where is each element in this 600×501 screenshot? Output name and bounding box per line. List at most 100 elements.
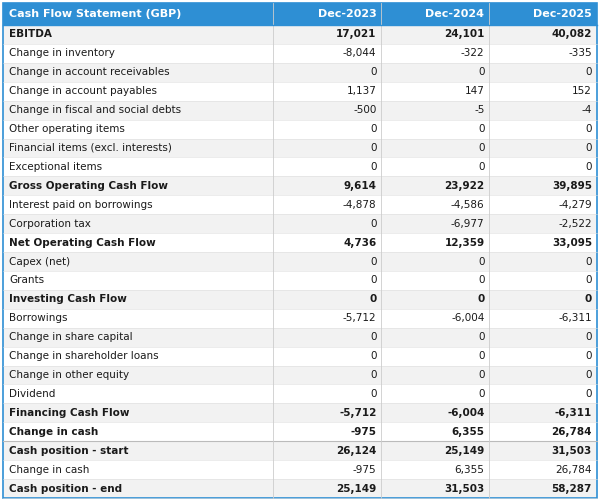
Text: -5,712: -5,712 [343, 313, 376, 323]
Text: 0: 0 [369, 295, 376, 304]
Text: 147: 147 [464, 86, 484, 96]
Text: 0: 0 [370, 276, 376, 286]
Text: Change in shareholder loans: Change in shareholder loans [9, 351, 158, 361]
Text: -6,311: -6,311 [555, 408, 592, 418]
Text: Gross Operating Cash Flow: Gross Operating Cash Flow [9, 181, 168, 191]
Text: Change in cash: Change in cash [9, 464, 89, 474]
Text: Investing Cash Flow: Investing Cash Flow [9, 295, 127, 304]
Text: Other operating items: Other operating items [9, 124, 125, 134]
Text: Exceptional items: Exceptional items [9, 162, 102, 172]
Text: -4,279: -4,279 [559, 200, 592, 210]
Text: Interest paid on borrowings: Interest paid on borrowings [9, 200, 152, 210]
Text: Change in inventory: Change in inventory [9, 49, 115, 59]
Text: 31,503: 31,503 [444, 483, 484, 493]
Text: 39,895: 39,895 [552, 181, 592, 191]
Bar [3, 252, 597, 271]
Text: EBITDA: EBITDA [9, 30, 52, 40]
Text: Change in other equity: Change in other equity [9, 370, 129, 380]
Text: 58,287: 58,287 [551, 483, 592, 493]
Bar [3, 479, 597, 498]
Text: -6,004: -6,004 [447, 408, 484, 418]
Text: Change in account receivables: Change in account receivables [9, 67, 170, 77]
Text: -2,522: -2,522 [559, 218, 592, 228]
Text: -6,311: -6,311 [559, 313, 592, 323]
Text: 6,355: 6,355 [455, 464, 484, 474]
Text: Cash position - end: Cash position - end [9, 483, 122, 493]
Bar [3, 120, 597, 138]
Text: 0: 0 [586, 162, 592, 172]
Bar [3, 271, 597, 290]
Text: 26,784: 26,784 [556, 464, 592, 474]
Text: -5,712: -5,712 [339, 408, 376, 418]
Text: -975: -975 [353, 464, 376, 474]
Text: 0: 0 [370, 67, 376, 77]
Text: 0: 0 [586, 143, 592, 153]
Text: 26,124: 26,124 [336, 446, 376, 456]
Bar [3, 422, 597, 441]
Text: 0: 0 [370, 143, 376, 153]
Text: 0: 0 [370, 332, 376, 342]
Text: 0: 0 [586, 67, 592, 77]
Text: 6,355: 6,355 [451, 427, 484, 437]
Text: 0: 0 [478, 276, 484, 286]
Text: Financing Cash Flow: Financing Cash Flow [9, 408, 130, 418]
Bar [3, 441, 597, 460]
Bar [3, 403, 597, 422]
Text: 0: 0 [586, 257, 592, 267]
Text: -335: -335 [568, 49, 592, 59]
Text: 0: 0 [478, 332, 484, 342]
Text: Dec-2024: Dec-2024 [425, 9, 484, 19]
Text: 33,095: 33,095 [552, 237, 592, 247]
Bar [3, 44, 597, 63]
Text: -8,044: -8,044 [343, 49, 376, 59]
Text: 24,101: 24,101 [444, 30, 484, 40]
Bar [3, 347, 597, 366]
Bar [3, 214, 597, 233]
Text: Change in account payables: Change in account payables [9, 86, 157, 96]
Text: 0: 0 [370, 370, 376, 380]
Bar [3, 460, 597, 479]
Text: 0: 0 [478, 143, 484, 153]
Text: 9,614: 9,614 [343, 181, 376, 191]
Text: 0: 0 [586, 124, 592, 134]
Text: Capex (net): Capex (net) [9, 257, 70, 267]
Text: 0: 0 [585, 295, 592, 304]
Text: 0: 0 [478, 162, 484, 172]
Text: 17,021: 17,021 [336, 30, 376, 40]
Text: 12,359: 12,359 [445, 237, 484, 247]
Text: 0: 0 [370, 162, 376, 172]
Text: 0: 0 [478, 351, 484, 361]
Bar [3, 309, 597, 328]
Text: 0: 0 [478, 257, 484, 267]
Text: 0: 0 [477, 295, 484, 304]
Bar [3, 63, 597, 82]
Bar [3, 384, 597, 403]
Text: Change in share capital: Change in share capital [9, 332, 133, 342]
Text: 0: 0 [478, 124, 484, 134]
Bar [3, 25, 597, 44]
Text: 0: 0 [586, 276, 592, 286]
Text: -4,878: -4,878 [343, 200, 376, 210]
Text: 0: 0 [586, 351, 592, 361]
Text: 1,137: 1,137 [347, 86, 376, 96]
Text: 0: 0 [370, 218, 376, 228]
Bar [3, 233, 597, 252]
Text: 40,082: 40,082 [551, 30, 592, 40]
Text: Dividend: Dividend [9, 389, 55, 399]
Bar [3, 328, 597, 347]
Text: -5: -5 [474, 105, 484, 115]
Text: 0: 0 [370, 389, 376, 399]
Text: Cash Flow Statement (GBP): Cash Flow Statement (GBP) [9, 9, 181, 19]
Bar [3, 3, 597, 25]
Text: Change in fiscal and social debts: Change in fiscal and social debts [9, 105, 181, 115]
Text: 0: 0 [478, 389, 484, 399]
Text: 152: 152 [572, 86, 592, 96]
Text: 25,149: 25,149 [444, 446, 484, 456]
Bar [3, 157, 597, 176]
Text: -6,004: -6,004 [451, 313, 484, 323]
Text: Dec-2023: Dec-2023 [317, 9, 376, 19]
Text: Net Operating Cash Flow: Net Operating Cash Flow [9, 237, 156, 247]
Text: -4: -4 [581, 105, 592, 115]
Bar [3, 366, 597, 384]
Text: Grants: Grants [9, 276, 44, 286]
